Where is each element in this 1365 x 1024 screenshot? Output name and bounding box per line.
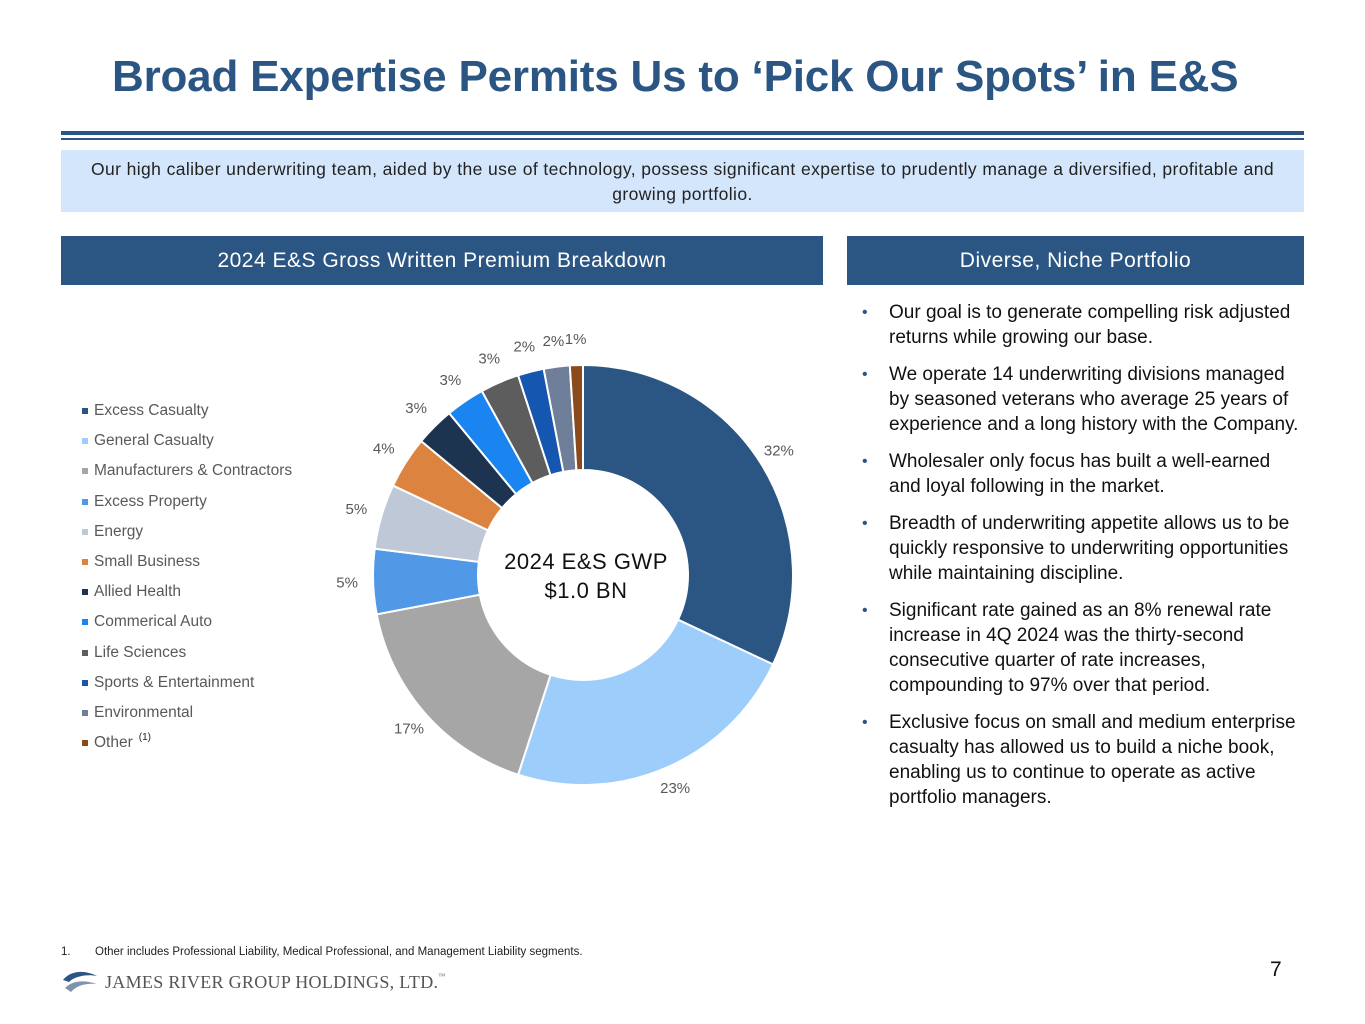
legend-item: Commerical Auto [82, 607, 292, 637]
footnote-text: Other includes Professional Liability, M… [95, 946, 583, 958]
legend-label: Life Sciences [94, 643, 187, 661]
portfolio-section-header: Diverse, Niche Portfolio [847, 236, 1304, 285]
legend-swatch [82, 740, 88, 747]
legend-item: Energy [82, 517, 292, 547]
legend-label: Energy [94, 522, 144, 540]
bullet-item: • Wholesaler only focus has built a well-… [860, 449, 1304, 499]
data-label: 23% [660, 780, 690, 797]
legend-swatch [82, 528, 88, 535]
data-label: 2% [513, 338, 535, 355]
data-label: 3% [405, 400, 427, 417]
bullet-dot-icon: • [862, 602, 868, 619]
bullet-item: • We operate 14 underwriting divisions ma… [860, 362, 1304, 437]
slice-general-casualty [516, 618, 775, 786]
legend-item: Sports & Entertainment [82, 668, 292, 698]
data-label: 17% [394, 720, 424, 737]
legend-label: Commerical Auto [94, 613, 213, 631]
data-label: 3% [478, 350, 500, 367]
legend-item: Environmental [82, 698, 292, 728]
bullet-text: Breadth of underwriting appetite allows … [889, 513, 1290, 584]
title-rule-thick [61, 131, 1304, 135]
portfolio-bullet-list: • Our goal is to generate compelling risk… [860, 300, 1304, 822]
legend-label: Other [94, 734, 133, 752]
page-title: Broad Expertise Permits Us to ‘Pick Our … [112, 52, 1239, 101]
legend-item: Excess Casualty [82, 396, 292, 426]
bullet-dot-icon: • [862, 304, 868, 321]
river-logo-icon [63, 971, 97, 992]
bullet-text: We operate 14 underwriting divisions man… [889, 364, 1299, 435]
legend-swatch [82, 498, 88, 505]
chart-section-header: 2024 E&S Gross Written Premium Breakdown [61, 236, 823, 285]
legend-swatch [82, 589, 88, 596]
data-label: 5% [336, 574, 358, 591]
logo-trademark: ™ [438, 971, 446, 980]
legend-label: Small Business [94, 553, 200, 571]
page-number: 7 [1270, 958, 1282, 981]
bullet-dot-icon: • [862, 453, 868, 470]
legend-item: Small Business [82, 547, 292, 577]
legend-swatch [82, 468, 88, 475]
slice-excess-casualty [582, 363, 794, 666]
legend-footnote-marker: (1) [138, 731, 151, 743]
bullet-item: • Our goal is to generate compelling risk… [860, 300, 1304, 350]
logo-name: JAMES RIVER GROUP HOLDINGS, LTD. [105, 971, 439, 992]
center-label-title: 2024 E&S GWP [504, 549, 668, 574]
bullet-dot-icon: • [862, 515, 868, 532]
legend-swatch [82, 709, 88, 716]
bullet-text: Wholesaler only focus has built a well-e… [889, 451, 1271, 497]
legend-swatch [82, 649, 88, 656]
legend-item: Excess Property [82, 487, 292, 517]
donut-chart: 32%23%17%5%5%4%3%3%3%2% 2% 1% [336, 331, 794, 797]
data-label: 2% [543, 333, 565, 350]
donut-center-label: 2024 E&S GWP $1.0 BN [476, 547, 696, 605]
bullet-dot-icon: • [862, 714, 868, 731]
legend-item: General Casualty [82, 426, 292, 456]
legend-item: Allied Health [82, 577, 292, 607]
data-label: 5% [346, 501, 368, 518]
legend-swatch [82, 438, 88, 445]
data-label: 3% [440, 372, 462, 389]
legend-swatch [82, 619, 88, 626]
data-label: 4% [373, 441, 395, 458]
title-rule-thin [61, 138, 1304, 140]
company-logo: JAMES RIVER GROUP HOLDINGS, LTD.™ [61, 968, 445, 996]
data-label: 32% [764, 443, 794, 460]
legend-label: Environmental [94, 703, 194, 721]
bullet-dot-icon: • [862, 366, 868, 383]
legend-label: Allied Health [94, 583, 182, 601]
slice-manufacturers-and-contractors [375, 593, 552, 776]
legend-swatch [82, 408, 88, 415]
footnote-number: 1. [61, 946, 71, 958]
bullet-item: • Significant rate gained as an 8% renewa… [860, 598, 1304, 698]
slice-other [568, 363, 584, 472]
legend-swatch [82, 559, 88, 566]
footnote: 1. Other includes Professional Liability,… [61, 946, 583, 958]
chart-legend: Excess Casualty General Casualty Manufactu… [82, 396, 292, 758]
legend-swatch [82, 679, 88, 686]
bullet-item: • Breadth of underwriting appetite allows… [860, 511, 1304, 586]
intro-banner: Our high caliber underwriting team, aide… [61, 150, 1304, 212]
legend-label: Excess Property [94, 492, 207, 510]
logo-text: JAMES RIVER GROUP HOLDINGS, LTD.™ [105, 972, 445, 993]
legend-item: Other (1) [82, 728, 292, 758]
bullet-text: Exclusive focus on small and medium ente… [889, 712, 1296, 808]
bullet-text: Significant rate gained as an 8% renewal… [889, 600, 1272, 696]
center-label-value: $1.0 BN [544, 578, 628, 603]
data-label: 1% [565, 331, 587, 348]
legend-label: Manufacturers & Contractors [94, 462, 293, 480]
bullet-item: • Exclusive focus on small and medium ent… [860, 710, 1304, 810]
legend-item: Life Sciences [82, 638, 292, 668]
legend-label: General Casualty [94, 432, 214, 450]
legend-label: Excess Casualty [94, 402, 209, 420]
legend-item: Manufacturers & Contractors [82, 456, 292, 486]
bullet-text: Our goal is to generate compelling risk … [889, 302, 1291, 348]
legend-label: Sports & Entertainment [94, 673, 255, 691]
